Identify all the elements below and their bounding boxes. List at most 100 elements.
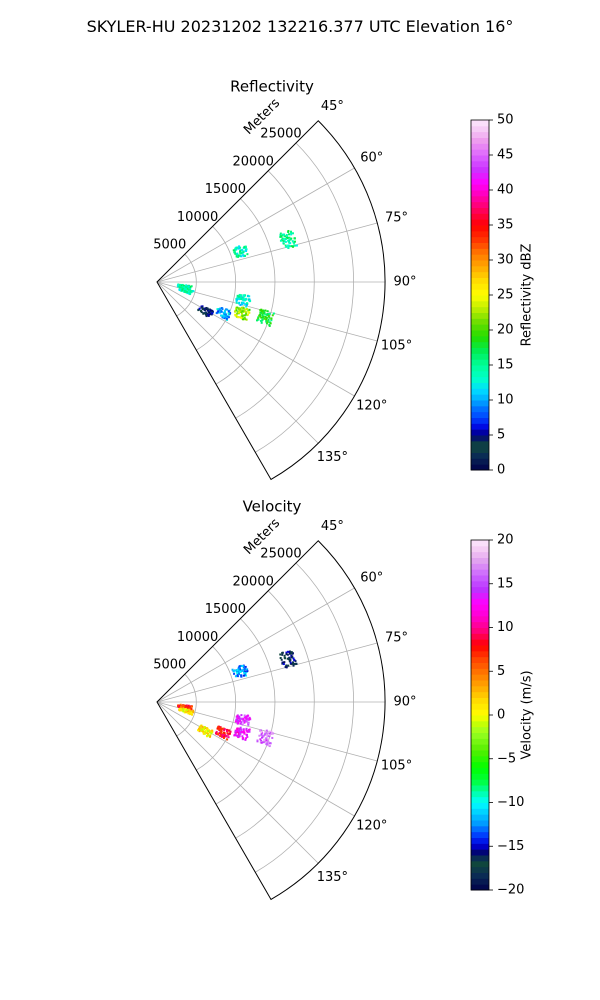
echo-gate — [267, 320, 270, 323]
colorbar-band — [471, 277, 489, 284]
echo-gate — [239, 732, 242, 735]
echo-gate — [211, 309, 214, 312]
echo-gate — [242, 318, 245, 321]
echo-gate — [265, 737, 268, 740]
echo-gate — [282, 240, 285, 243]
panel-title: Velocity — [243, 498, 302, 516]
echo-gate — [261, 318, 264, 321]
echo-gate — [245, 318, 248, 321]
echo-cluster — [256, 308, 275, 327]
echo-gate — [185, 709, 188, 712]
echo-gate — [242, 250, 245, 253]
colorbar-band — [471, 715, 489, 722]
colorbar-band — [471, 569, 489, 576]
echo-gate — [242, 301, 245, 304]
colorbar-band — [471, 820, 489, 827]
echo-gate — [268, 733, 271, 736]
echo-gate — [199, 725, 202, 728]
echo-gate — [216, 732, 219, 735]
echo-gate — [216, 311, 219, 314]
colorbar-band — [471, 627, 489, 634]
echo-gate — [243, 246, 246, 249]
echo-gate — [223, 734, 226, 737]
echo-gate — [270, 319, 273, 322]
echo-gate — [244, 245, 247, 248]
echo-gate — [281, 237, 284, 240]
range-ring — [255, 562, 354, 873]
echo-gate — [264, 309, 267, 312]
colorbar-band — [471, 347, 489, 354]
colorbar-band — [471, 207, 489, 214]
colorbar-band — [471, 598, 489, 605]
echo-gate — [178, 284, 181, 287]
echo-gate — [264, 730, 267, 733]
echo-gate — [260, 741, 263, 744]
echo-gate — [267, 738, 270, 741]
echo-gate — [259, 313, 262, 316]
echo-gate — [287, 650, 290, 653]
colorbar-label: Reflectivity dBZ — [520, 244, 535, 347]
echo-gate — [279, 653, 282, 656]
echo-gate — [198, 728, 201, 731]
echo-gate — [292, 662, 295, 665]
azimuth-spoke — [156, 281, 319, 444]
echo-gate — [247, 313, 250, 316]
colorbar-band — [471, 650, 489, 658]
echo-gate — [243, 671, 246, 674]
echo-gate — [245, 734, 248, 737]
echo-gate — [285, 653, 288, 656]
echo-gate — [288, 239, 291, 242]
echo-gate — [206, 735, 209, 738]
colorbar-band — [471, 283, 489, 290]
echo-gate — [240, 669, 243, 672]
echo-gate — [242, 674, 245, 677]
echo-gate — [236, 294, 239, 297]
azimuth-tick-label: 90° — [393, 275, 416, 290]
echo-gate — [261, 310, 264, 313]
echo-gate — [286, 657, 289, 660]
echo-gate — [244, 673, 247, 676]
echo-gate — [288, 233, 291, 236]
colorbar-band — [471, 668, 489, 675]
echo-gate — [240, 721, 243, 724]
colorbar-band — [471, 160, 489, 168]
echo-gate — [217, 726, 220, 729]
azimuth-spoke — [156, 701, 355, 817]
echo-gate — [243, 308, 246, 311]
echo-gate — [247, 722, 250, 725]
echo-gate — [187, 290, 190, 293]
echo-gate — [203, 307, 206, 310]
echo-gate — [235, 307, 238, 310]
echo-gate — [256, 319, 259, 322]
colorbar-band — [471, 120, 489, 127]
echo-gate — [242, 668, 245, 671]
echo-gate — [280, 235, 283, 238]
echo-gate — [282, 663, 285, 666]
colorbar-band — [471, 131, 489, 138]
echo-gate — [284, 657, 287, 660]
echo-gate — [265, 318, 268, 321]
echo-gate — [261, 313, 264, 316]
echo-gate — [228, 732, 231, 735]
echo-gate — [290, 230, 293, 233]
echo-gate — [199, 727, 202, 730]
colorbar-band — [471, 773, 489, 780]
echo-gate — [190, 705, 193, 708]
echo-gate — [227, 736, 230, 739]
echo-gate — [241, 303, 244, 306]
echo-gate — [177, 283, 180, 286]
echo-gate — [224, 315, 227, 318]
colorbar-band — [471, 219, 489, 226]
echo-gate — [206, 730, 209, 733]
echo-gate — [289, 659, 292, 662]
echo-gate — [237, 719, 240, 722]
echo-gate — [226, 318, 229, 321]
echo-gate — [286, 235, 289, 238]
echo-cluster — [232, 245, 249, 258]
echo-gate — [294, 240, 297, 243]
echo-gate — [235, 734, 238, 737]
colorbar-band — [471, 604, 489, 611]
echo-gate — [197, 309, 200, 312]
echo-gate — [260, 316, 263, 319]
colorbar-band — [471, 423, 489, 430]
